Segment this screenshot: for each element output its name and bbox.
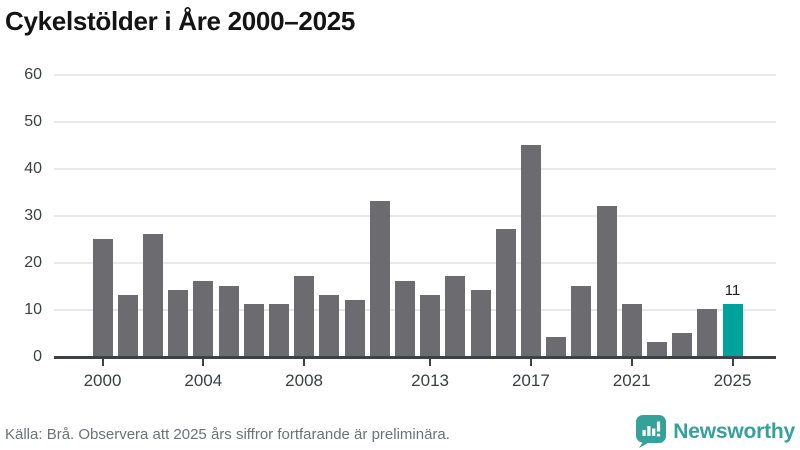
- gridline-30: [54, 215, 776, 217]
- bar-2008: [294, 276, 315, 356]
- bar-2007: [268, 304, 289, 356]
- bar-2009: [319, 294, 340, 356]
- bar-2002: [142, 233, 163, 356]
- x-tick-2008: [303, 359, 306, 366]
- y-tick-label-60: 60: [24, 66, 42, 83]
- y-tick-label-20: 20: [24, 254, 42, 271]
- bar-2024: [697, 309, 718, 356]
- x-tick-label-2000: 2000: [83, 371, 122, 390]
- x-tick-2025: [731, 359, 734, 366]
- bar-2017: [520, 144, 541, 356]
- bar-2015: [470, 290, 491, 356]
- bar-2014: [445, 276, 466, 356]
- bar-2005: [218, 285, 239, 356]
- newsworthy-logo-text: Newsworthy: [673, 419, 795, 443]
- plot-area: 2000 2004 2008 2013 2017 2021 2025 11: [54, 74, 776, 390]
- gridline-10: [54, 309, 776, 311]
- y-tick-label-30: 30: [24, 207, 42, 224]
- x-tick-label-2013: 2013: [411, 371, 449, 390]
- gridline-60: [54, 74, 776, 76]
- bar-2006: [243, 304, 264, 356]
- bar-2021: [621, 304, 642, 356]
- bar-chart: 0 10 20 30 40 50 60 2000 2004 2008 2013 2017 2021 20…: [0, 66, 776, 390]
- gridline-40: [54, 168, 776, 170]
- bar-2023: [672, 332, 693, 356]
- gridline-20: [54, 262, 776, 264]
- y-tick-label-0: 0: [33, 348, 42, 365]
- bar-2004: [193, 280, 214, 356]
- x-tick-label-2021: 2021: [612, 371, 651, 390]
- x-tick-2017: [529, 359, 532, 366]
- x-tick-label-2004: 2004: [184, 371, 223, 390]
- x-tick-label-2025: 2025: [713, 371, 752, 390]
- x-tick-2013: [429, 359, 432, 366]
- chart-title: Cykelstölder i Åre 2000–2025: [5, 6, 356, 36]
- bar-2018: [546, 337, 567, 356]
- bar-2003: [168, 290, 189, 356]
- newsworthy-icon: [636, 415, 667, 448]
- bar-2022: [646, 341, 667, 356]
- bar-2020: [596, 205, 617, 356]
- y-tick-label-10: 10: [24, 301, 42, 318]
- x-axis-line: [54, 356, 776, 359]
- bar-2012: [394, 280, 415, 356]
- y-tick-label-40: 40: [24, 160, 42, 177]
- bar-2013: [420, 294, 441, 356]
- y-tick-label-50: 50: [24, 113, 42, 130]
- bar-2000: [92, 238, 113, 356]
- x-tick-label-2008: 2008: [285, 371, 323, 390]
- bar-2001: [117, 294, 138, 356]
- x-tick-label-2017: 2017: [511, 371, 550, 390]
- gridline-50: [54, 121, 776, 123]
- bar-2025: [722, 304, 743, 356]
- x-tick-2004: [202, 359, 205, 366]
- bar-2019: [571, 285, 592, 356]
- x-tick-2000: [101, 359, 104, 366]
- chart-footer: Källa: Brå. Observera att 2025 års siffr…: [0, 410, 800, 450]
- bar-2011: [369, 200, 390, 356]
- x-tick-2021: [630, 359, 633, 366]
- bar-2010: [344, 299, 365, 356]
- highlight-value-label: 11: [724, 282, 741, 300]
- y-axis-labels: 0 10 20 30 40 50 60: [0, 66, 42, 365]
- newsworthy-logo[interactable]: Newsworthy: [636, 415, 795, 448]
- bar-2016: [495, 229, 516, 356]
- source-note: Källa: Brå. Observera att 2025 års siffr…: [5, 426, 450, 443]
